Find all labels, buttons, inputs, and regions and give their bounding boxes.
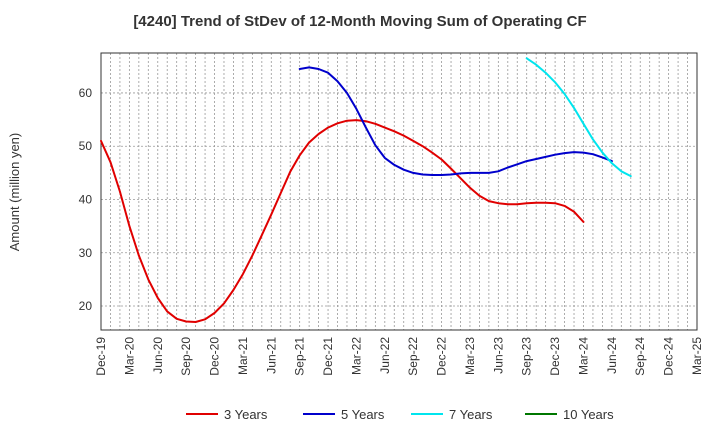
chart-title: [4240] Trend of StDev of 12-Month Moving… — [133, 13, 586, 30]
y-tick-label: 40 — [79, 192, 93, 206]
series-line — [525, 57, 632, 178]
legend: 3 Years 5 Years 7 Years 10 Years — [186, 407, 614, 422]
y-tick-label: 50 — [79, 139, 93, 153]
x-tick-label: Dec-20 — [208, 337, 222, 376]
x-tick-label: Jun-20 — [151, 337, 165, 374]
y-tick-label: 20 — [79, 299, 93, 313]
x-tick-label: Dec-24 — [662, 337, 676, 376]
legend-label: 3 Years — [224, 407, 268, 422]
x-tick-label: Dec-22 — [435, 337, 449, 376]
series-line — [100, 119, 585, 323]
plot-frame — [100, 52, 698, 331]
x-tick-label: Jun-21 — [264, 337, 278, 374]
x-tick-label: Mar-23 — [463, 337, 477, 375]
y-axis-ticks: 20 30 40 50 60 — [79, 86, 93, 313]
x-tick-label: Sep-24 — [633, 337, 647, 376]
legend-label: 10 Years — [563, 407, 614, 422]
x-tick-label: Jun-23 — [491, 337, 505, 374]
x-tick-label: Dec-19 — [94, 337, 108, 376]
y-tick-label: 30 — [79, 246, 93, 260]
series-line — [298, 66, 613, 176]
x-tick-label: Sep-22 — [406, 337, 420, 376]
legend-label: 7 Years — [449, 407, 493, 422]
x-tick-label: Dec-21 — [321, 337, 335, 376]
x-tick-label: Jun-22 — [378, 337, 392, 374]
x-tick-label: Mar-20 — [122, 337, 136, 375]
x-tick-label: Sep-21 — [293, 337, 307, 376]
grid-lines — [101, 53, 697, 330]
x-tick-label: Sep-20 — [179, 337, 193, 376]
x-tick-label: Jun-24 — [605, 337, 619, 374]
x-axis-ticks: Dec-19 Mar-20 Jun-20 Sep-20 Dec-20 Mar-21 Jun-… — [94, 337, 704, 376]
x-tick-label: Sep-23 — [520, 337, 534, 376]
x-tick-label: Mar-22 — [349, 337, 363, 375]
x-tick-label: Mar-21 — [236, 337, 250, 375]
y-tick-label: 60 — [79, 86, 93, 100]
x-tick-label: Mar-25 — [690, 337, 704, 375]
x-tick-label: Dec-23 — [548, 337, 562, 376]
legend-label: 5 Years — [341, 407, 385, 422]
x-tick-label: Mar-24 — [576, 337, 590, 375]
series-lines — [100, 57, 632, 323]
y-axis-label: Amount (million yen) — [7, 133, 22, 252]
